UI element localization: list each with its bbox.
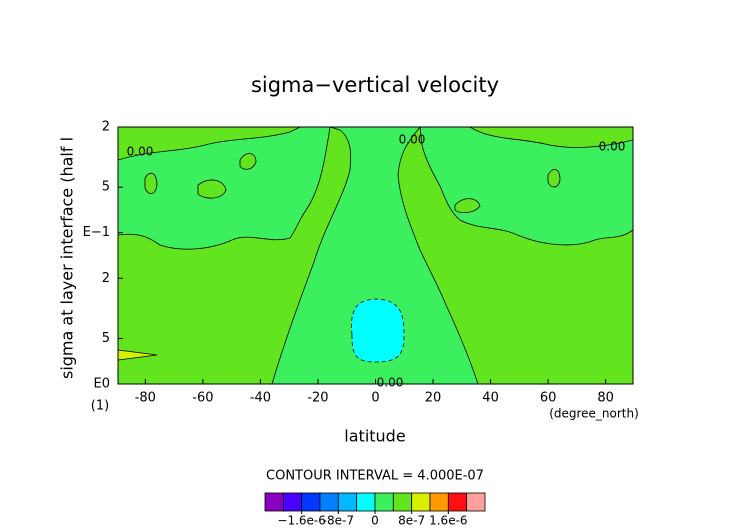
colorbar-box (411, 492, 431, 512)
colorbar-box (392, 492, 413, 512)
contour-interval: CONTOUR INTERVAL = 4.000E-07 (266, 469, 484, 484)
colorbar-box (466, 492, 486, 512)
x-tick-label: -40 (250, 391, 271, 406)
colorbar-box (319, 492, 339, 512)
colorbar-tick-label: −1.6e-6 (277, 514, 326, 528)
contour-fill (144, 172, 158, 194)
colorbar-tick-label: 1.6e-6 (429, 514, 467, 528)
y-tick-label: 5 (102, 180, 110, 195)
contour-fill (239, 153, 257, 170)
contour-label: 0.00 (399, 133, 426, 147)
contour-fill (547, 169, 561, 188)
x-tick-label: -60 (192, 391, 213, 406)
x-tick-label: 20 (425, 391, 442, 406)
y-tick-label: 2 (102, 120, 110, 135)
colorbar-box (301, 492, 321, 512)
contour-fill (454, 198, 481, 214)
x-tick-label: 0 (371, 391, 379, 406)
x-unit: (degree_north) (549, 407, 639, 421)
colorbar-box (447, 492, 468, 512)
colorbar-tick-label: 0 (371, 514, 379, 528)
y-axis-label: sigma at layer interface (half l (58, 137, 77, 379)
y-tick-label: 2 (102, 271, 110, 286)
x-tick-label: -20 (307, 391, 328, 406)
y-tick-label: E−1 (83, 225, 110, 240)
contour-fill (419, 126, 634, 246)
colorbar-tick-label: 8e-7 (398, 514, 425, 528)
colorbar-box (337, 492, 358, 512)
x-tick-label: -80 (135, 391, 156, 406)
x-tick-label: 80 (597, 391, 614, 406)
contour-fill (197, 179, 227, 199)
colorbar-tick-label: -8e-7 (323, 514, 354, 528)
y-tick-label: 5 (102, 331, 110, 346)
contour-label: 0.00 (377, 376, 404, 390)
colorbar-box (356, 492, 376, 512)
colorbar-box (282, 492, 303, 512)
contour-label: 0.00 (127, 145, 154, 159)
x-tick-label: 60 (540, 391, 557, 406)
contour-label: 0.00 (599, 140, 626, 154)
x-axis-label: latitude (344, 427, 405, 446)
colorbar-box (264, 492, 284, 512)
y-unit: (1) (91, 399, 109, 414)
colorbar-box (429, 492, 449, 512)
colorbar-box (374, 492, 394, 512)
chart-title: sigma−vertical velocity (251, 73, 499, 97)
x-tick-label: 40 (482, 391, 499, 406)
contour-fill (351, 298, 405, 363)
contour-fill (271, 126, 479, 385)
y-tick-label: E0 (94, 377, 111, 392)
